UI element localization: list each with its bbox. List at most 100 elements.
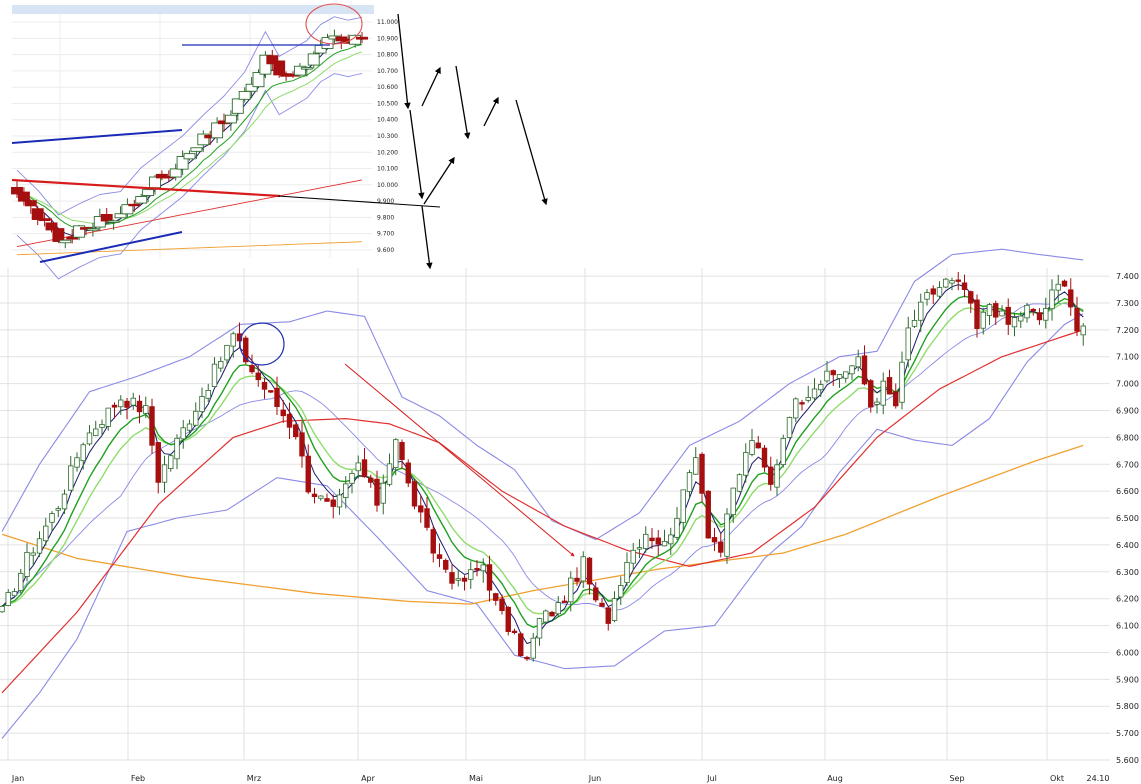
bear-candle <box>243 337 249 363</box>
bull-candle <box>980 311 986 329</box>
bull-candle <box>1043 308 1049 321</box>
bear-candle <box>461 577 468 582</box>
main-y-tick-label: 5.600 <box>1116 756 1139 765</box>
bear-candle <box>699 453 705 494</box>
inset-bull-candle <box>293 65 306 76</box>
main-y-tick-label: 5.800 <box>1116 702 1139 711</box>
bull-candle <box>355 462 361 472</box>
bear-candle <box>511 630 518 634</box>
main-y-tick-label: 5.900 <box>1116 675 1139 684</box>
bull-candle <box>224 344 230 361</box>
bear-candle <box>136 400 143 413</box>
bear-candle <box>1074 308 1080 332</box>
main-x-tick-label: Okt <box>1050 774 1064 783</box>
bear-candle <box>155 442 161 483</box>
bear-candle <box>518 633 524 657</box>
inset-grid <box>12 14 372 258</box>
arrow-down-5 <box>515 99 548 206</box>
bull-candle <box>855 356 861 368</box>
bull-candle <box>943 278 949 288</box>
bear-candle <box>261 381 268 390</box>
main-x-tick-label: Feb <box>131 774 145 783</box>
bear-candle <box>493 593 499 601</box>
bear-candle <box>955 279 961 282</box>
bull-candle <box>880 380 886 406</box>
arrow-up-3 <box>423 156 455 205</box>
bull-candle <box>1018 315 1024 322</box>
bull-candle <box>905 327 911 361</box>
bull-candle <box>686 472 693 492</box>
inset-bear-candle <box>38 218 51 222</box>
inset-bull-candle <box>121 204 134 215</box>
inset-red-level <box>11 178 281 198</box>
main-annotations <box>239 322 575 557</box>
bull-candle <box>843 371 849 379</box>
bull-candle <box>93 428 99 436</box>
bull-candle <box>30 552 36 556</box>
inset-level-extension <box>277 195 441 208</box>
bear-candle <box>605 607 611 624</box>
inset-ema-slow <box>16 51 363 224</box>
bull-candle <box>1024 304 1030 319</box>
top-circle-blue <box>239 322 285 366</box>
bear-candle <box>449 572 455 584</box>
inset-sma-orange <box>16 241 363 256</box>
main-y-tick-label: 6.000 <box>1116 648 1139 657</box>
main-y-tick-label: 7.300 <box>1116 299 1139 308</box>
bear-candle <box>574 577 580 582</box>
inset-bull-candle <box>114 213 127 219</box>
arrow-down-2 <box>409 109 425 200</box>
bull-candle <box>555 602 561 615</box>
main-y-tick-label: 6.900 <box>1116 406 1139 415</box>
inset-bull-candle <box>224 114 237 124</box>
bull-candle <box>730 487 736 516</box>
bear-candle <box>424 508 430 528</box>
bear-candle <box>255 372 261 381</box>
bear-candle <box>293 424 299 438</box>
inset-bull-candle <box>197 133 210 146</box>
bull-candle <box>105 407 111 427</box>
bull-candle <box>205 390 211 399</box>
sma-200-line <box>1 444 1084 605</box>
bear-candle <box>718 541 724 553</box>
main-y-tick-label: 6.300 <box>1116 568 1139 577</box>
main-grid <box>0 268 1110 761</box>
arrow-up-1 <box>421 66 441 107</box>
inset-bear-candle <box>45 222 58 231</box>
inset-bull-candle <box>73 225 86 238</box>
inset-y-tick-label: 10.500 <box>377 100 398 107</box>
bull-candle <box>0 605 5 613</box>
bear-candle <box>768 466 774 485</box>
bear-candle <box>299 432 305 457</box>
bull-candle <box>1080 325 1086 336</box>
inset-bear-candle <box>31 208 44 220</box>
inset-y-tick-label: 9.900 <box>377 198 394 205</box>
bull-candle <box>43 525 49 542</box>
bull-candle <box>661 540 668 547</box>
bear-candle <box>324 498 330 502</box>
inset-y-tick-label: 10.400 <box>377 117 398 124</box>
bull-candle <box>343 483 349 498</box>
bull-candle <box>211 363 218 387</box>
main-candles <box>0 272 1086 662</box>
bull-candle <box>218 361 224 369</box>
bear-candle <box>124 400 130 408</box>
bull-candle <box>724 513 730 557</box>
bear-candle <box>1061 280 1068 287</box>
bear-candle <box>961 282 968 290</box>
inset-top-circle-red <box>305 3 363 45</box>
main-price-chart: 7.400 7.300 7.200 7.100 7.000 6.900 6.800 6.700… <box>0 248 1139 783</box>
bear-candle <box>599 602 605 607</box>
bull-candle <box>174 437 180 460</box>
bear-candle <box>361 459 368 478</box>
inset-bull-candle <box>86 228 99 231</box>
inset-bear-candle <box>11 186 23 195</box>
bull-candle <box>805 397 811 401</box>
bull-candle <box>693 457 699 475</box>
bull-candle <box>918 301 924 321</box>
bear-candle <box>1030 308 1036 312</box>
inset-y-tick-label: 9.800 <box>377 214 394 221</box>
inset-bull-candle <box>135 196 148 204</box>
bull-candle <box>480 564 486 572</box>
inset-bear-candle <box>24 200 37 207</box>
